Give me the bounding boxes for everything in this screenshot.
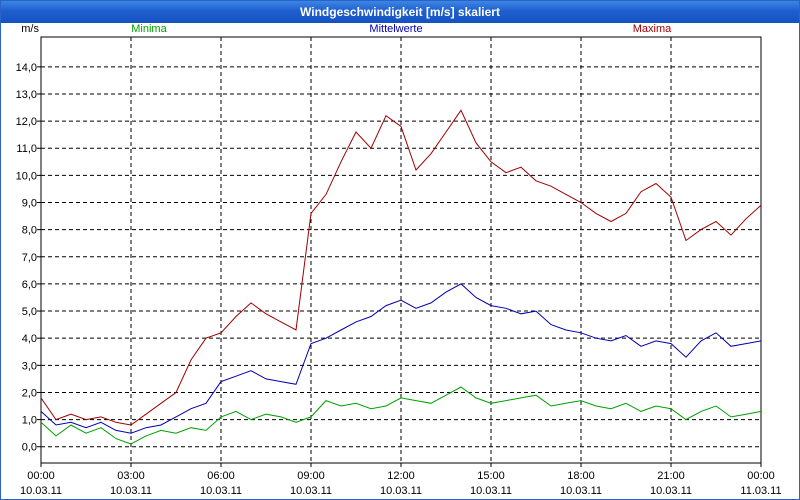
- y-tick-label: 10,0: [16, 170, 37, 182]
- legend-mittelwerte: Mittelwerte: [369, 23, 422, 35]
- y-tick-label: 12,0: [16, 116, 37, 128]
- x-tick-date: 10.03.11: [290, 485, 332, 497]
- x-tick-time: 09:00: [297, 470, 325, 482]
- x-tick-date: 10.03.11: [20, 485, 62, 497]
- series-line-minima: [40, 386, 762, 445]
- x-tick-date: 10.03.11: [200, 485, 242, 497]
- y-tick-label: 1,0: [22, 415, 37, 427]
- line-chart: 0,0 1,0 2,0 3,0 4,0 5,0 6,0 7,0 8,0 9,0 10,0 11,0 12…: [16, 23, 782, 497]
- x-tick-time: 21:00: [657, 470, 685, 482]
- y-tick-label: 11,0: [16, 143, 37, 155]
- y-tick-label: 7,0: [22, 252, 37, 264]
- x-tick-time: 18:00: [567, 470, 595, 482]
- series-line-maxima: [40, 109, 762, 426]
- x-tick-date: 10.03.11: [650, 485, 692, 497]
- x-tick-date: 10.03.11: [470, 485, 512, 497]
- y-tick-label: 14,0: [16, 62, 37, 74]
- x-tick-date: 11.03.11: [740, 485, 781, 497]
- legend-minima: Minima: [131, 23, 167, 35]
- x-tick-time: 03:00: [117, 470, 145, 482]
- window-title: Windgeschwindigkeit [m/s] skaliert: [1, 1, 799, 23]
- x-tick-date: 10.03.11: [560, 485, 602, 497]
- y-tick-label: 2,0: [22, 387, 37, 399]
- x-tick-date: 10.03.11: [380, 485, 422, 497]
- y-tick-label: 13,0: [16, 89, 37, 101]
- x-tick-time: 12:00: [387, 470, 415, 482]
- y-tick-label: 4,0: [22, 333, 37, 345]
- x-tick-time: 00:00: [747, 470, 775, 482]
- x-tick-time: 15:00: [477, 470, 505, 482]
- y-tick-label: 3,0: [22, 360, 37, 372]
- y-tick-label: 6,0: [22, 279, 37, 291]
- y-tick-label: 0,0: [22, 442, 37, 454]
- y-tick-label: 9,0: [22, 198, 37, 210]
- legend-maxima: Maxima: [633, 23, 672, 35]
- y-axis-label: m/s: [21, 23, 39, 35]
- series-line-mittelwerte: [40, 283, 762, 434]
- y-tick-label: 5,0: [22, 306, 37, 318]
- x-tick-time: 00:00: [27, 470, 55, 482]
- x-tick-time: 06:00: [207, 470, 235, 482]
- x-tick-date: 10.03.11: [110, 485, 152, 497]
- y-tick-label: 8,0: [22, 225, 37, 237]
